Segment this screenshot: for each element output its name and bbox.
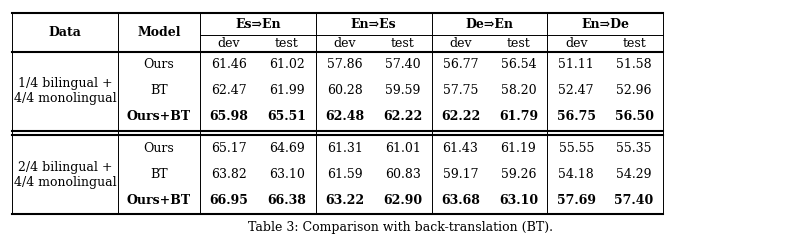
Text: 57.86: 57.86 <box>327 59 362 72</box>
Text: 51.58: 51.58 <box>616 59 652 72</box>
Text: 59.59: 59.59 <box>385 85 420 98</box>
Text: BT: BT <box>150 85 168 98</box>
Text: 61.01: 61.01 <box>385 142 421 155</box>
Text: test: test <box>506 37 530 50</box>
Text: 65.51: 65.51 <box>267 111 306 123</box>
Text: dev: dev <box>449 37 472 50</box>
Text: 61.79: 61.79 <box>498 111 538 123</box>
Text: Es⇒En: Es⇒En <box>235 18 281 31</box>
Text: 54.29: 54.29 <box>616 168 652 181</box>
Text: 56.75: 56.75 <box>557 111 596 123</box>
Text: Ours+BT: Ours+BT <box>127 194 191 208</box>
Text: 56.54: 56.54 <box>501 59 536 72</box>
Text: Ours+BT: Ours+BT <box>127 111 191 123</box>
Text: 65.98: 65.98 <box>210 111 248 123</box>
Text: 62.22: 62.22 <box>383 111 422 123</box>
Text: dev: dev <box>565 37 587 50</box>
Text: 63.22: 63.22 <box>325 194 364 208</box>
Text: 56.50: 56.50 <box>614 111 654 123</box>
Text: 55.55: 55.55 <box>558 142 594 155</box>
Text: De⇒En: De⇒En <box>466 18 514 31</box>
Text: 58.20: 58.20 <box>501 85 536 98</box>
Text: 60.28: 60.28 <box>327 85 362 98</box>
Text: 61.59: 61.59 <box>327 168 362 181</box>
Text: 62.22: 62.22 <box>441 111 480 123</box>
Text: 63.68: 63.68 <box>441 194 480 208</box>
Text: 56.77: 56.77 <box>442 59 478 72</box>
Text: 57.40: 57.40 <box>614 194 654 208</box>
Text: test: test <box>622 37 646 50</box>
Text: 62.47: 62.47 <box>211 85 246 98</box>
Text: 61.46: 61.46 <box>211 59 247 72</box>
Text: BT: BT <box>150 168 168 181</box>
Text: 57.69: 57.69 <box>557 194 596 208</box>
Text: 52.47: 52.47 <box>558 85 594 98</box>
Text: dev: dev <box>334 37 356 50</box>
Text: dev: dev <box>218 37 240 50</box>
Text: Ours: Ours <box>144 59 174 72</box>
Text: 66.95: 66.95 <box>210 194 248 208</box>
Text: 66.38: 66.38 <box>267 194 306 208</box>
Text: 61.02: 61.02 <box>269 59 305 72</box>
Text: 51.11: 51.11 <box>558 59 594 72</box>
Text: 54.18: 54.18 <box>558 168 594 181</box>
Text: test: test <box>275 37 298 50</box>
Text: 61.19: 61.19 <box>501 142 536 155</box>
Text: 63.10: 63.10 <box>269 168 305 181</box>
Text: 59.26: 59.26 <box>501 168 536 181</box>
Text: 59.17: 59.17 <box>442 168 478 181</box>
Text: 63.82: 63.82 <box>211 168 247 181</box>
Text: Ours: Ours <box>144 142 174 155</box>
Text: 62.48: 62.48 <box>325 111 364 123</box>
Text: 64.69: 64.69 <box>269 142 305 155</box>
Text: 2/4 bilingual +
4/4 monolingual: 2/4 bilingual + 4/4 monolingual <box>14 161 116 189</box>
Text: 61.43: 61.43 <box>442 142 478 155</box>
Text: En⇒De: En⇒De <box>581 18 629 31</box>
Text: 52.96: 52.96 <box>616 85 652 98</box>
Text: 57.40: 57.40 <box>385 59 420 72</box>
Text: Model: Model <box>138 26 181 39</box>
Text: Table 3: Comparison with back-translation (BT).: Table 3: Comparison with back-translatio… <box>247 221 553 234</box>
Text: 55.35: 55.35 <box>616 142 652 155</box>
Text: 61.99: 61.99 <box>269 85 305 98</box>
Text: 62.90: 62.90 <box>383 194 422 208</box>
Text: En⇒Es: En⇒Es <box>351 18 397 31</box>
Text: 61.31: 61.31 <box>326 142 362 155</box>
Text: test: test <box>390 37 414 50</box>
Text: Data: Data <box>49 26 82 39</box>
Text: 65.17: 65.17 <box>211 142 246 155</box>
Text: 57.75: 57.75 <box>442 85 478 98</box>
Text: 63.10: 63.10 <box>498 194 538 208</box>
Text: 60.83: 60.83 <box>385 168 421 181</box>
Text: 1/4 bilingual +
4/4 monolingual: 1/4 bilingual + 4/4 monolingual <box>14 77 116 105</box>
